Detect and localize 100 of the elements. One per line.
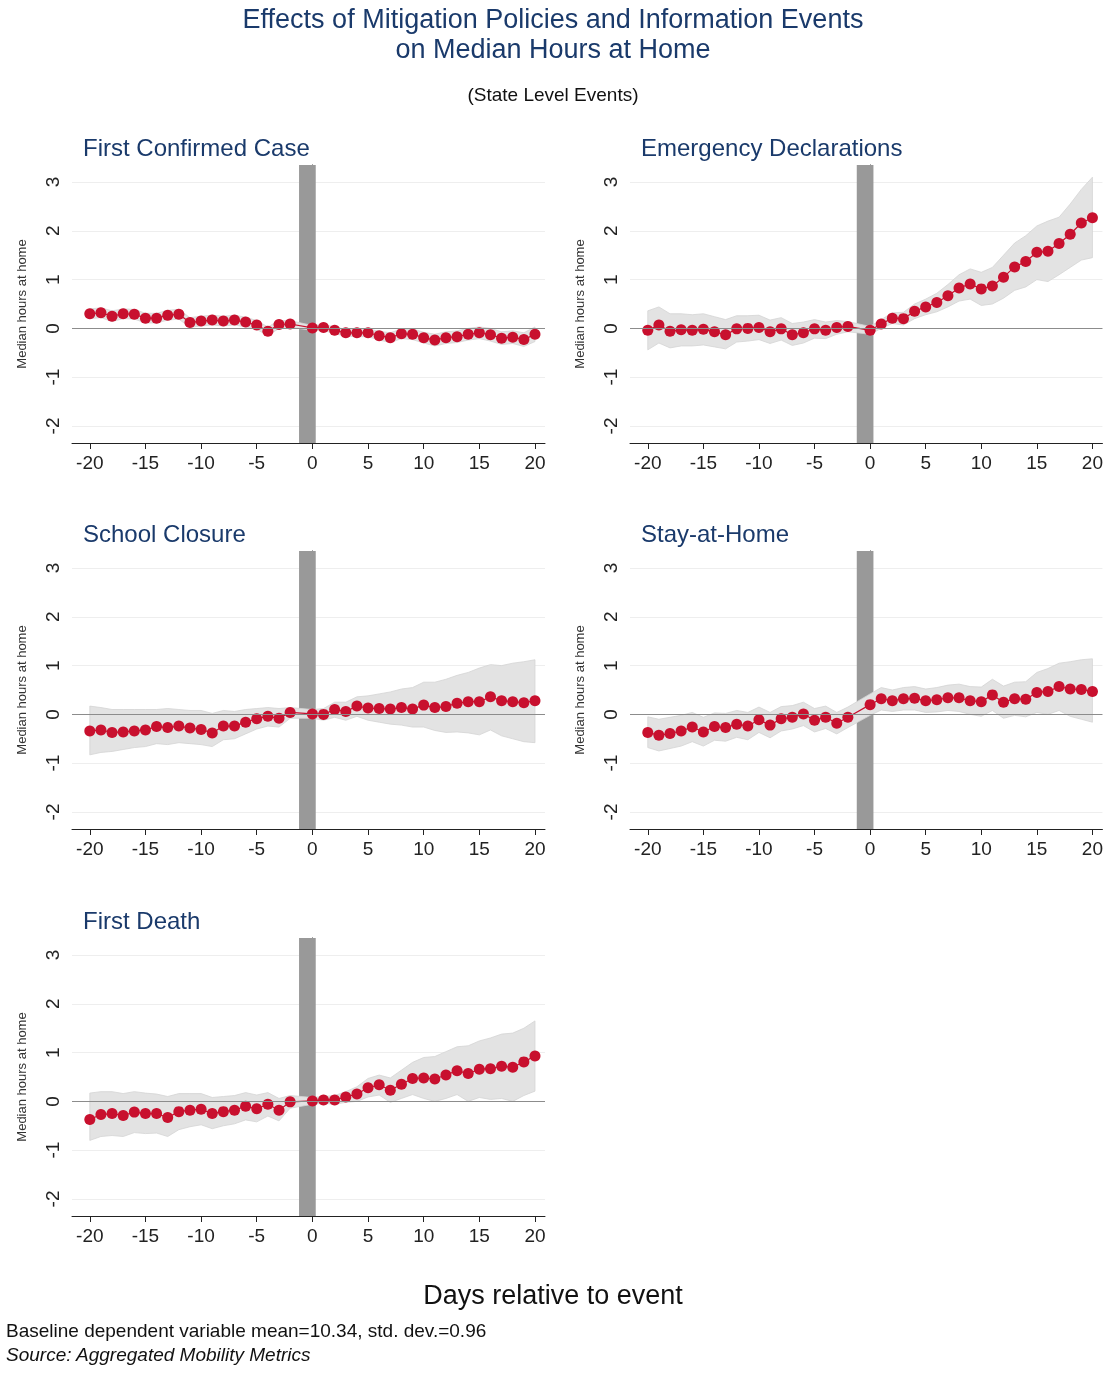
point <box>440 701 452 713</box>
x-tick-label: 0 <box>864 838 876 859</box>
x-tick-label: -20 <box>76 1225 104 1246</box>
point <box>462 696 474 708</box>
point <box>440 1069 452 1081</box>
y-tick-label: 3 <box>42 562 63 574</box>
point <box>418 1072 430 1084</box>
y-tick-label: -1 <box>600 368 621 386</box>
y-tick-label: 0 <box>42 1096 63 1107</box>
x-tick-label: -10 <box>745 452 773 473</box>
chart-title: Emergency Declarations <box>641 133 903 161</box>
point <box>942 692 954 704</box>
point <box>1020 256 1032 268</box>
point <box>1075 217 1087 229</box>
point <box>720 329 732 341</box>
point <box>964 278 976 290</box>
point <box>95 1109 107 1121</box>
y-tick-label: 3 <box>42 176 63 188</box>
point <box>173 720 185 732</box>
point <box>440 332 452 344</box>
point <box>229 314 240 326</box>
x-tick-label: 15 <box>468 838 490 859</box>
x-tick-label: 0 <box>307 1225 318 1246</box>
point <box>162 1111 174 1123</box>
point <box>240 716 252 728</box>
x-tick-label: -20 <box>634 838 662 859</box>
point <box>742 720 754 732</box>
x-tick-label: 5 <box>920 452 931 473</box>
point <box>184 722 196 734</box>
point <box>95 724 107 736</box>
y-tick-label: 2 <box>42 998 63 1010</box>
point <box>217 1106 229 1118</box>
point <box>1075 684 1087 696</box>
point <box>473 327 485 339</box>
point <box>106 1108 118 1120</box>
point <box>184 317 196 329</box>
point <box>117 726 129 738</box>
point <box>340 1091 352 1103</box>
x-tick-label: -20 <box>634 452 662 473</box>
point <box>195 315 207 327</box>
point <box>496 332 508 344</box>
point <box>886 312 898 324</box>
point <box>95 307 107 319</box>
point <box>786 329 798 341</box>
point <box>462 1068 474 1080</box>
point <box>407 703 419 715</box>
y-axis-title: Median hours at home <box>572 239 587 369</box>
y-tick-label: -2 <box>600 417 621 435</box>
point <box>351 327 363 339</box>
point <box>484 329 496 341</box>
y-tick-label: -2 <box>42 1190 63 1208</box>
point <box>1042 245 1054 257</box>
point <box>998 271 1009 283</box>
y-tick-label: 3 <box>600 176 621 188</box>
x-tick-label: 5 <box>362 838 374 859</box>
point <box>664 727 676 739</box>
point <box>507 696 519 708</box>
x-tick-label: 10 <box>413 452 435 473</box>
point <box>106 310 118 322</box>
point <box>106 726 118 738</box>
point <box>418 332 430 344</box>
point <box>507 1061 519 1073</box>
point <box>128 1106 140 1118</box>
point <box>184 1104 196 1116</box>
point <box>240 1100 252 1112</box>
point <box>473 696 485 708</box>
point <box>1064 228 1076 240</box>
point <box>909 305 921 317</box>
point <box>720 722 732 734</box>
point <box>373 1079 385 1091</box>
point <box>875 693 887 705</box>
point <box>753 714 765 726</box>
x-tick-label: -15 <box>131 452 160 473</box>
point <box>653 729 665 741</box>
point <box>351 1088 363 1100</box>
x-tick-label: -20 <box>76 452 104 473</box>
point <box>496 695 508 707</box>
text: Baseline dependent variable mean=10.34, std. dev.=0.96 <box>6 1320 487 1342</box>
point <box>151 721 163 733</box>
y-tick-label: -2 <box>42 417 63 435</box>
point <box>986 280 998 292</box>
point <box>998 696 1009 708</box>
x-tick-label: -10 <box>745 838 773 859</box>
x-tick-label: 20 <box>524 838 546 859</box>
point <box>529 695 541 707</box>
point <box>708 721 720 733</box>
point <box>886 695 898 707</box>
x-tick-label: 15 <box>1026 452 1048 473</box>
point <box>507 331 519 343</box>
point <box>1009 693 1021 705</box>
point <box>362 702 374 714</box>
point <box>429 334 441 346</box>
y-tick-label: -1 <box>42 754 63 772</box>
y-tick-label: 2 <box>42 611 63 623</box>
point <box>139 312 151 324</box>
point <box>351 700 363 712</box>
point <box>273 318 285 330</box>
point <box>117 308 129 320</box>
point <box>942 290 954 302</box>
y-tick-label: -2 <box>600 803 621 821</box>
